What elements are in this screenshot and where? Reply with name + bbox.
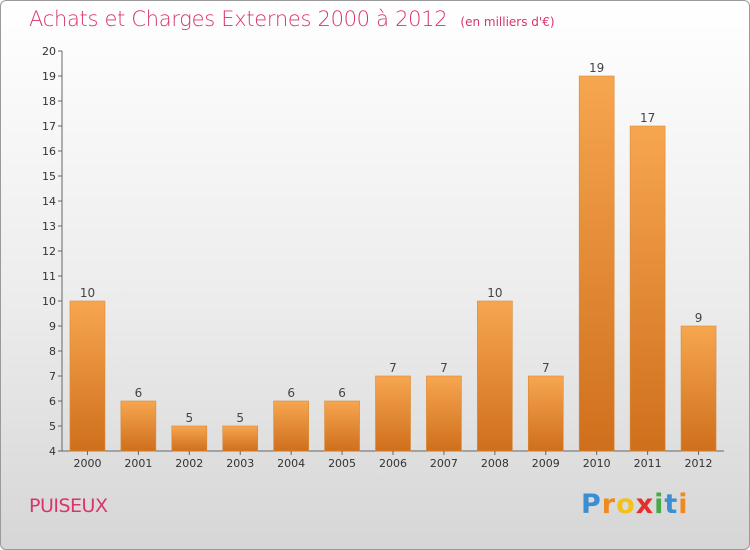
- bar: [527, 375, 564, 452]
- logo-letter: P: [581, 489, 602, 520]
- x-tick-label: 2000: [73, 457, 101, 470]
- bar-value-label: 5: [236, 411, 244, 425]
- town-name: PUISEUX: [29, 495, 108, 517]
- bar: [680, 325, 717, 452]
- y-tick-label: 4: [49, 445, 56, 458]
- bar-value-label: 6: [287, 386, 295, 400]
- x-tick-label: 2009: [532, 457, 560, 470]
- bar: [426, 375, 462, 452]
- x-tick-label: 2004: [277, 457, 305, 470]
- bar: [69, 300, 106, 452]
- x-tick-label: 2003: [226, 457, 254, 470]
- y-tick-label: 6: [49, 395, 56, 408]
- y-tick-label: 15: [42, 170, 56, 183]
- bar: [578, 75, 615, 452]
- y-tick-label: 12: [42, 245, 56, 258]
- bar: [629, 125, 666, 452]
- bar-value-label: 7: [389, 361, 397, 375]
- y-tick-label: 14: [42, 195, 56, 208]
- x-tick-label: 2001: [124, 457, 152, 470]
- bar-value-label: 7: [542, 361, 550, 375]
- bar-value-label: 7: [440, 361, 448, 375]
- bar: [477, 300, 513, 452]
- x-tick-label: 2010: [583, 457, 611, 470]
- y-tick-label: 19: [42, 70, 56, 83]
- y-tick-label: 9: [49, 320, 56, 333]
- y-tick-label: 10: [42, 295, 56, 308]
- logo-letter: x: [635, 489, 655, 520]
- proxiti-logo: Proxiti: [581, 489, 689, 520]
- y-tick-label: 5: [49, 420, 56, 433]
- bar-value-label: 9: [695, 311, 703, 325]
- bar: [120, 400, 157, 452]
- y-tick-label: 8: [49, 345, 56, 358]
- bar-value-label: 17: [640, 111, 655, 125]
- logo-letter: o: [616, 489, 636, 520]
- y-tick-label: 17: [42, 120, 56, 133]
- chart-title-text: Achats et Charges Externes 2000 à 2012: [29, 7, 448, 31]
- logo-letter: i: [654, 489, 665, 520]
- x-tick-label: 2002: [175, 457, 203, 470]
- bar-value-label: 10: [80, 286, 95, 300]
- x-tick-label: 2006: [379, 457, 407, 470]
- y-tick-label: 20: [42, 45, 56, 58]
- bar: [222, 425, 259, 452]
- x-tick-label: 2007: [430, 457, 458, 470]
- x-tick-label: 2011: [634, 457, 662, 470]
- x-tick-label: 2012: [685, 457, 713, 470]
- bar: [273, 400, 309, 452]
- logo-letter: i: [678, 489, 689, 520]
- y-tick-label: 7: [49, 370, 56, 383]
- y-tick-label: 16: [42, 145, 56, 158]
- bar-value-label: 10: [487, 286, 502, 300]
- bar-value-label: 5: [185, 411, 193, 425]
- y-tick-label: 18: [42, 95, 56, 108]
- logo-letter: r: [601, 489, 617, 520]
- bar-value-label: 19: [589, 61, 604, 75]
- bar-value-label: 6: [338, 386, 346, 400]
- y-tick-label: 13: [42, 220, 56, 233]
- bar: [324, 400, 360, 452]
- bar: [171, 425, 208, 452]
- chart-title: Achats et Charges Externes 2000 à 2012 (…: [29, 7, 555, 31]
- bar-value-label: 6: [135, 386, 143, 400]
- bar: [375, 375, 411, 452]
- chart-unit: (en milliers d'€): [460, 15, 555, 29]
- x-tick-label: 2008: [481, 457, 509, 470]
- y-tick-label: 11: [42, 270, 56, 283]
- x-tick-label: 2005: [328, 457, 356, 470]
- logo-letter: t: [664, 489, 679, 520]
